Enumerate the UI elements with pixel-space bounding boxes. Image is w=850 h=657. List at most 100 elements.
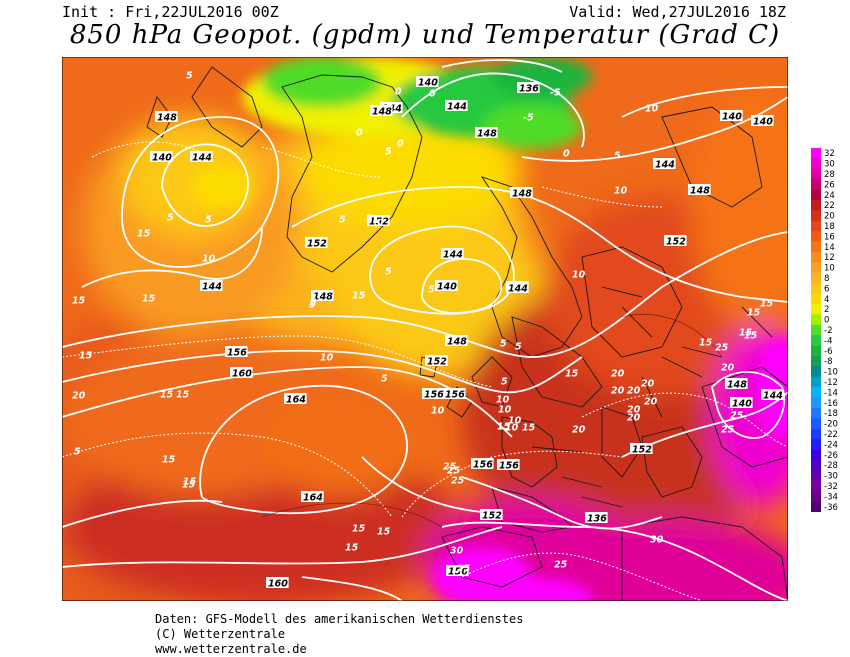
temperature-label-text: 5 (515, 342, 522, 353)
geopotential-label-text: 156 (227, 348, 247, 359)
colorbar-tick-label: 4 (824, 295, 829, 305)
colorbar-tick-label: 2 (824, 305, 829, 315)
temperature-label-text: 5 (428, 285, 435, 296)
geopotential-label-text: 160 (268, 579, 288, 590)
colorbar-tick-label: 32 (824, 149, 835, 159)
temperature-label: -5 (523, 113, 534, 124)
temperature-label-text: 5 (310, 298, 317, 309)
temperature-label: 5 (366, 214, 373, 225)
temperature-label-text: -5 (550, 88, 561, 99)
geopotential-label-text: 136 (587, 514, 607, 525)
colorbar-tick-label: 22 (824, 201, 835, 211)
temperature-label: 15 (183, 477, 197, 488)
temperature-label-text: 15 (352, 524, 366, 535)
geopotential-label-box (480, 509, 503, 520)
colorbar-tick-label: -34 (824, 492, 838, 502)
temperature-label: 5 (186, 71, 193, 82)
geopotential-label-text: 156 (473, 460, 493, 471)
temperature-label-text: 15 (739, 328, 753, 339)
temperature-label-text: 15 (352, 291, 366, 302)
geopotential-label-box (730, 397, 753, 408)
temperature-label: 5 (309, 300, 316, 311)
geopotential-label-text: 136 (519, 84, 539, 95)
temperature-label-text: 5 (374, 219, 381, 230)
colorbar-swatch (811, 179, 821, 190)
temperature-label-text: 0 (563, 149, 570, 160)
map-title: 850 hPa Geopot. (gpdm) und Temperatur (G… (69, 20, 781, 50)
colorbar-swatch (811, 335, 821, 346)
temperature-label: 25 (730, 411, 744, 422)
geopotential-label-text: 148 (313, 292, 333, 303)
temperature-label-text: 20 (611, 386, 625, 397)
temperature-colorbar: 32302826242220181614121086420-2-4-6-8-10… (811, 148, 838, 512)
geopotential-label: 164 (301, 491, 324, 504)
temperature-label: 25 (721, 425, 735, 436)
geopotential-label-text: 148 (477, 129, 497, 140)
colorbar-swatch (811, 460, 821, 471)
geopotential-label-text: 152 (666, 237, 686, 248)
colorbar-tick-label: -10 (824, 368, 838, 378)
temperature-label-text: 5 (309, 300, 316, 311)
geopotential-label-text: 140 (753, 117, 773, 128)
temperature-label-text: 15 (747, 308, 761, 319)
temperature-label: 20 (627, 386, 641, 397)
temperature-label: 5 (500, 339, 507, 350)
temperature-label-text: 15 (176, 390, 190, 401)
temperature-label-text: 25 (715, 343, 729, 354)
geopotential-label: 148 (725, 378, 748, 391)
temperature-label: 15 (497, 422, 511, 433)
temperature-label: 20 (627, 413, 641, 424)
geopotential-label: 148 (155, 111, 178, 124)
geopotential-label: 152 (630, 443, 653, 456)
temperature-label-text: 20 (611, 369, 625, 380)
temperature-label-text: 20 (627, 386, 641, 397)
geopotential-label-text: 140 (732, 399, 752, 410)
geopotential-label-text: 144 (508, 284, 528, 295)
geopotential-label-box (200, 280, 223, 291)
geopotential-label-box (230, 367, 253, 378)
temperature-label-text: 20 (572, 425, 586, 436)
geopotential-label-box (284, 393, 307, 404)
geopotential-label: 148 (311, 290, 334, 303)
geopotential-label-text: 156 (424, 390, 444, 401)
colorbar-swatch (811, 366, 821, 378)
colorbar-swatch (811, 241, 821, 253)
temperature-isotherms (62, 141, 788, 601)
temperature-label: 20 (611, 369, 625, 380)
temperature-label: 0 (356, 128, 363, 139)
geopotential-label: 140 (751, 115, 774, 128)
temperature-label-text: 15 (79, 351, 93, 362)
colorbar-tick-label: 26 (824, 180, 835, 190)
geopotential-label: 140 (150, 151, 173, 164)
temperature-label: 0 (395, 87, 402, 98)
geopotential-label-text: 148 (157, 113, 177, 124)
colorbar-swatch (811, 189, 821, 201)
colorbar-tick-label: -20 (824, 420, 838, 430)
temperature-label: 10 (202, 254, 216, 265)
geopotential-label: 144 (190, 151, 213, 164)
temperature-label: 5 (74, 447, 81, 458)
colorbar-swatch (811, 168, 821, 180)
colorbar-tick-label: -28 (824, 461, 838, 471)
temperature-label-text: 20 (627, 413, 641, 424)
geopotential-label: 152 (480, 509, 503, 522)
geopotential-label-box (425, 355, 448, 366)
geopotential-label-box (225, 346, 248, 357)
geopotential-label: 144 (445, 100, 468, 113)
temperature-label-text: 25 (730, 411, 744, 422)
temperature-label: -5 (550, 88, 561, 99)
geopotential-label: 160 (230, 367, 253, 380)
colorbar-tick-label: -22 (824, 430, 838, 440)
valid-time: Valid: Wed,27JUL2016 18Z (569, 3, 786, 21)
colorbar-swatch (811, 324, 821, 336)
geopotential-label-text: 140 (722, 112, 742, 123)
temperature-label-text: 15 (565, 369, 579, 380)
footer-website[interactable]: www.wetterzentrale.de (155, 642, 307, 656)
geopotential-label: 136 (517, 82, 540, 95)
colorbar-tick-label: -36 (824, 503, 838, 512)
temperature-label-text: 15 (497, 422, 511, 433)
geopotential-label-text: 160 (232, 369, 252, 380)
temperature-label-text: 20 (72, 391, 86, 402)
geopotential-label-box (585, 512, 608, 523)
geopotential-label-box (761, 389, 784, 400)
